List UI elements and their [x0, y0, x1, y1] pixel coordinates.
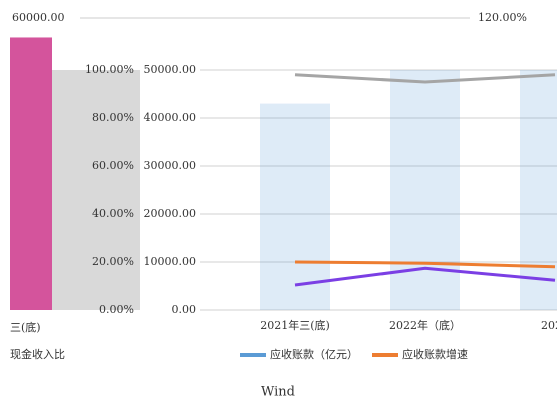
x-tick-label: 2021年三(底) [260, 318, 330, 332]
legend-label: 现金收入比 [10, 347, 65, 361]
legend-swatch [240, 353, 266, 357]
legend-label: 应收账款增速 [402, 347, 468, 361]
legend-label: 应收账款（亿元） [270, 347, 358, 361]
legend-swatch [372, 353, 398, 357]
y2-tick-label: 100.00% [85, 63, 134, 76]
bar [10, 37, 52, 310]
y-tick-label: 10000.00 [144, 255, 197, 268]
front-panel [140, 60, 557, 380]
source: Wind [261, 385, 295, 400]
line [294, 73, 556, 84]
y2-tick-label: 0.00% [99, 303, 134, 316]
line [294, 266, 556, 287]
x-tick-label: 2022年（底） [389, 318, 461, 332]
bar [260, 103, 330, 310]
y2-tick-label: 60.00% [92, 159, 134, 172]
y-tick-label: 30000.00 [144, 159, 197, 172]
y2-tick-label: 20.00% [92, 255, 134, 268]
y2-tick-label: 120.00% [478, 11, 527, 24]
y2-tick-label: 40.00% [92, 207, 134, 220]
y-tick-label: 0.00 [172, 303, 197, 316]
y-tick-label: 20000.00 [144, 207, 197, 220]
line [294, 260, 556, 269]
background-panel [52, 70, 140, 310]
x-tick-label: 2023 [541, 319, 557, 332]
y-tick-label: 40000.00 [144, 111, 197, 124]
x-tick-label: 三(底) [10, 320, 41, 334]
y-tick-label: 60000.00 [12, 11, 65, 24]
y-tick-label: 50000.00 [144, 63, 197, 76]
y2-tick-label: 80.00% [92, 111, 134, 124]
bar [390, 70, 460, 310]
bar [520, 70, 557, 310]
